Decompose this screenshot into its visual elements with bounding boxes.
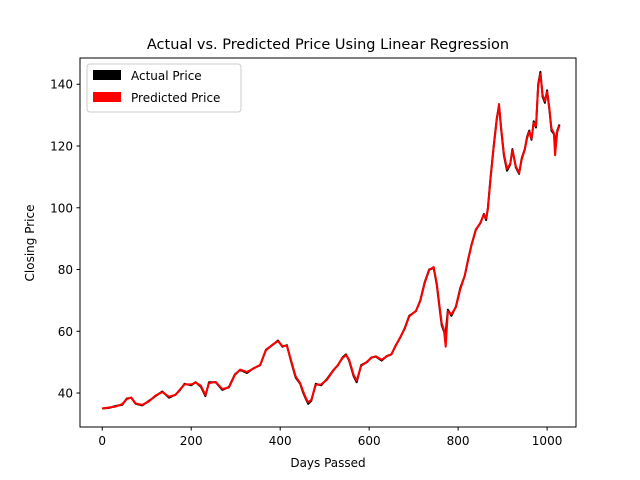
y-axis: 40 60 80 100 120 140 (50, 78, 80, 401)
legend-swatch-actual (93, 70, 121, 80)
x-tick-label: 600 (358, 434, 381, 448)
x-tick-label: 1000 (532, 434, 563, 448)
y-tick-label: 100 (50, 201, 73, 215)
axes-background (80, 58, 576, 427)
predicted-price-line (102, 72, 561, 410)
x-tick-label: 800 (447, 434, 470, 448)
legend-swatch-predicted (93, 92, 121, 102)
legend-label-predicted: Predicted Price (131, 91, 220, 105)
x-tick-label: 200 (180, 434, 203, 448)
chart-title: Actual vs. Predicted Price Using Linear … (147, 37, 509, 53)
y-axis-label: Closing Price (23, 205, 37, 282)
legend: Actual Price Predicted Price (86, 63, 242, 113)
y-tick-label: 80 (58, 263, 73, 277)
x-tick-label: 400 (269, 434, 292, 448)
y-tick-label: 40 (58, 387, 73, 401)
plot-area: 0 200 400 600 800 1000 40 60 80 100 120 140 (50, 57, 577, 448)
series-layer (102, 70, 561, 410)
y-tick-label: 140 (50, 78, 73, 92)
y-tick-label: 120 (50, 140, 73, 154)
x-axis-label: Days Passed (290, 456, 365, 470)
axes-frame (79, 57, 577, 428)
y-tick-label: 60 (58, 325, 73, 339)
legend-label-actual: Actual Price (131, 69, 202, 83)
x-tick-label: 0 (98, 434, 106, 448)
legend-box (86, 63, 242, 113)
x-axis: 0 200 400 600 800 1000 (98, 427, 562, 448)
